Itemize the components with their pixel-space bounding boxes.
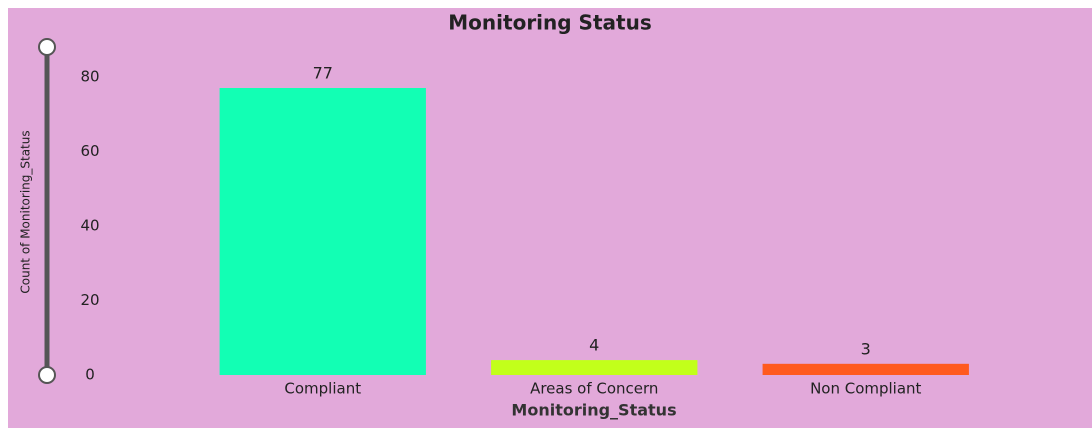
slider-handle[interactable]: [38, 366, 56, 384]
x-tick-label: Compliant: [284, 380, 361, 398]
y-axis-label: Count of Monitoring_Status: [19, 130, 33, 293]
slider-handle[interactable]: [38, 38, 56, 56]
y-tick-label: 20: [80, 291, 99, 309]
x-tick-label: Non Compliant: [810, 380, 921, 398]
y-tick-label: 0: [85, 366, 95, 384]
x-axis-label: Monitoring_Status: [511, 401, 676, 420]
bar: [219, 88, 426, 375]
y-tick-label: 80: [80, 67, 99, 85]
y-tick-label: 40: [80, 216, 99, 234]
x-tick-label: Areas of Concern: [530, 380, 658, 398]
y-tick-label: 60: [80, 142, 99, 160]
data-label: 3: [861, 339, 871, 358]
data-label: 4: [589, 336, 599, 355]
bar: [762, 363, 969, 375]
bar: [491, 360, 698, 375]
background: [8, 8, 1092, 428]
chart-title: Monitoring Status: [448, 11, 651, 35]
data-label: 77: [313, 64, 333, 83]
